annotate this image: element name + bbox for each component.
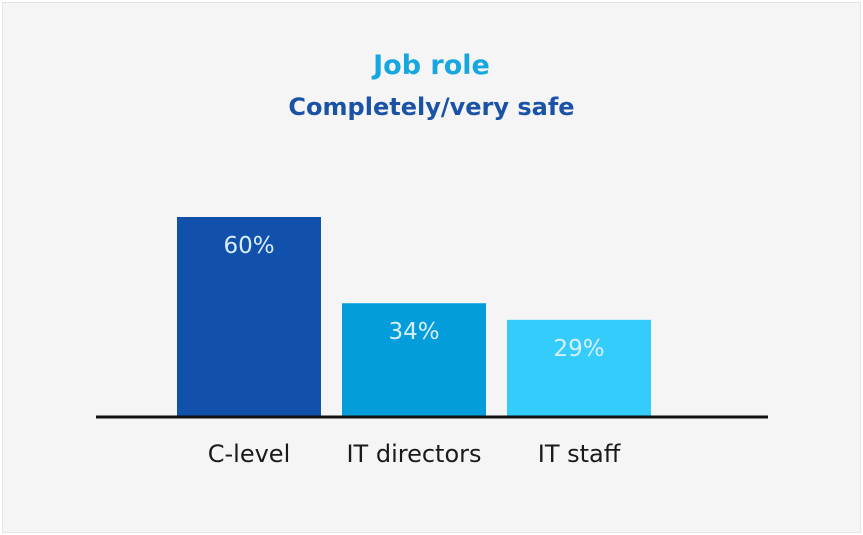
bars-group	[177, 217, 651, 416]
bar-c-level	[177, 217, 321, 416]
value-label-it-directors: 34%	[388, 319, 439, 345]
bar-it-staff	[507, 319, 651, 416]
bar-it-directors	[342, 303, 486, 416]
value-label-it-staff: 29%	[553, 336, 604, 362]
category-labels-group: C-level IT directors IT staff	[208, 440, 621, 468]
chart-subtitle: Completely/very safe	[288, 93, 575, 121]
category-label-it-directors: IT directors	[346, 440, 481, 468]
chart-title: Job role	[373, 50, 490, 81]
value-labels-group: 60% 34% 29%	[223, 233, 604, 362]
category-label-c-level: C-level	[208, 440, 291, 468]
category-label-it-staff: IT staff	[538, 440, 621, 468]
value-label-c-level: 60%	[223, 233, 274, 259]
